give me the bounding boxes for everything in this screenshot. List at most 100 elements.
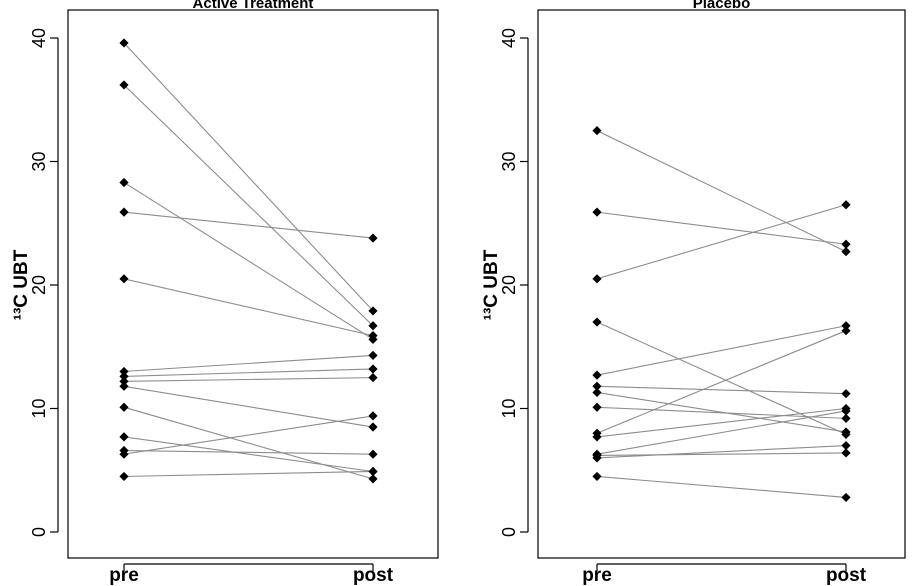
data-point-pre	[119, 402, 129, 412]
y-tick-label: 0	[499, 527, 519, 537]
y-tick-label: 20	[499, 275, 519, 295]
data-points	[592, 126, 851, 503]
data-point-post	[841, 448, 851, 458]
data-point-post	[368, 449, 378, 459]
panel-title: Placebo	[693, 0, 751, 12]
pair-lines	[596, 130, 847, 498]
data-point-post	[841, 247, 851, 257]
data-point-pre	[592, 126, 602, 136]
pair-line	[123, 354, 374, 372]
data-point-pre	[592, 317, 602, 327]
data-point-post	[368, 233, 378, 243]
data-point-pre	[592, 453, 602, 463]
data-point-pre	[119, 38, 129, 48]
y-tick-label: 40	[499, 28, 519, 48]
data-point-post	[368, 350, 378, 360]
data-point-post	[841, 321, 851, 331]
data-point-pre	[592, 471, 602, 482]
pair-line	[596, 445, 847, 459]
data-point-pre	[592, 402, 602, 412]
data-point-post	[841, 200, 851, 210]
y-tick-label: 20	[29, 275, 49, 295]
data-point-pre	[119, 371, 129, 381]
data-point-pre	[119, 177, 129, 188]
y-tick-label: 30	[499, 151, 519, 171]
pair-line	[596, 330, 847, 434]
pair-line	[123, 436, 374, 473]
x-category-label: pre	[109, 565, 139, 586]
chart-panel-1: Active Treatment 0 10 20 30 40 ¹³C UBT pre post	[11, 0, 439, 586]
y-tick-label: 40	[29, 28, 49, 48]
y-tick-label: 10	[29, 398, 49, 418]
plot-frame	[67, 9, 439, 559]
data-point-pre	[592, 432, 602, 442]
data-point-post	[841, 492, 851, 503]
x-category-label: post	[826, 565, 867, 586]
data-point-post	[368, 422, 378, 432]
data-point-post	[368, 306, 378, 316]
data-points	[119, 38, 378, 484]
pair-line	[596, 406, 847, 419]
data-point-pre	[119, 366, 129, 377]
data-point-pre	[119, 471, 129, 482]
y-axis-title: ¹³C UBT	[481, 249, 502, 320]
pair-line	[596, 321, 847, 435]
pair-line	[123, 449, 374, 455]
pair-line	[123, 368, 374, 377]
y-tick-label: 30	[29, 151, 49, 171]
data-point-post	[841, 427, 851, 437]
pair-line	[596, 130, 847, 253]
panel-title: Active Treatment	[193, 0, 314, 12]
pair-line	[123, 211, 374, 239]
data-point-post	[841, 326, 851, 336]
data-point-pre	[119, 376, 129, 386]
pair-lines	[123, 42, 374, 480]
pair-line	[123, 415, 374, 455]
pair-line	[596, 452, 847, 456]
data-point-pre	[119, 449, 129, 459]
data-point-post	[368, 373, 378, 383]
chart-panel-2: Placebo 0 10 20 30 40 ¹³C UBT pre post	[481, 0, 906, 586]
pair-line	[596, 325, 847, 376]
pair-line	[123, 278, 374, 337]
pair-line	[123, 406, 374, 480]
y-tick-label: 0	[29, 527, 49, 537]
y-tick-label: 10	[499, 398, 519, 418]
data-point-post	[368, 466, 378, 477]
data-point-post	[841, 406, 851, 416]
pair-line	[123, 385, 374, 428]
data-point-pre	[592, 274, 602, 284]
data-point-post	[368, 411, 378, 421]
data-point-post	[841, 239, 851, 249]
pair-line	[596, 475, 847, 498]
data-point-pre	[119, 381, 129, 391]
pair-line	[123, 182, 374, 340]
data-point-pre	[592, 207, 602, 217]
pair-line	[596, 204, 847, 280]
data-point-post	[368, 474, 378, 484]
data-point-pre	[119, 432, 129, 442]
pair-line	[596, 385, 847, 395]
data-point-post	[368, 364, 378, 374]
data-point-post	[368, 321, 378, 331]
data-point-pre	[592, 387, 602, 398]
x-category-label: pre	[582, 565, 612, 586]
data-point-pre	[592, 381, 602, 391]
x-category-label: post	[353, 565, 394, 586]
data-point-post	[841, 413, 851, 423]
pair-line	[123, 42, 374, 312]
data-point-pre	[119, 80, 129, 90]
pair-line	[123, 377, 374, 382]
pair-line	[596, 410, 847, 455]
pair-line	[596, 407, 847, 438]
data-point-pre	[119, 207, 129, 217]
plot-frame	[537, 9, 906, 559]
data-point-post	[368, 331, 378, 341]
data-point-post	[841, 389, 851, 399]
data-point-post	[841, 440, 851, 451]
pair-line	[123, 84, 374, 327]
pair-line	[123, 470, 374, 477]
pair-line	[596, 211, 847, 245]
